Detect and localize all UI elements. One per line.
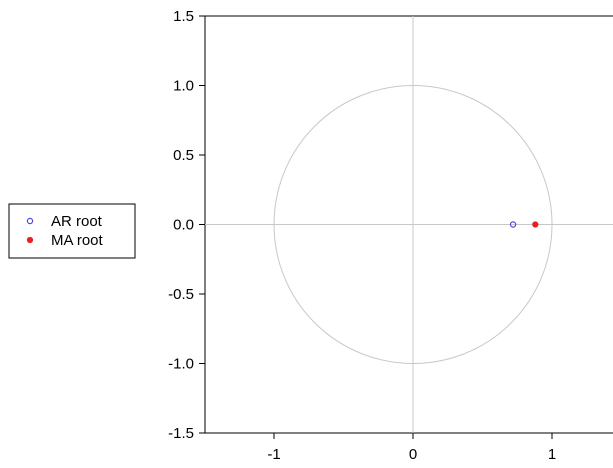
y-tick-label: 0.5 [173,147,194,164]
reference-layer [205,16,613,433]
y-tick-label: -1.5 [168,425,194,442]
y-tick-label: 0.0 [173,217,194,234]
y-tick-label: -0.5 [168,286,194,303]
x-tick-label: 0 [409,446,417,463]
ar-root-point [509,221,517,228]
unit-circle [273,85,553,364]
legend-ma-label: MA root [51,232,104,249]
legend-box [8,203,136,259]
y-tick-label: 1.5 [173,8,194,25]
legend-ar-label: AR root [51,213,103,230]
legend-ar-marker [26,217,34,225]
y-tick-label: -1.0 [168,356,194,373]
y-tick-label: 1.0 [173,78,194,95]
y-ticks: 1.5 1.0 0.5 0.0 -0.5 -1.0 -1.5 [168,8,205,442]
x-tick-label: 1 [548,446,556,463]
x-ticks: -1 0 1 [267,433,556,463]
x-tick-label: -1 [267,446,280,463]
data-points [509,221,539,228]
ma-root-point [532,221,539,228]
legend: AR root MA root [8,203,136,259]
legend-ma-marker [26,236,34,244]
